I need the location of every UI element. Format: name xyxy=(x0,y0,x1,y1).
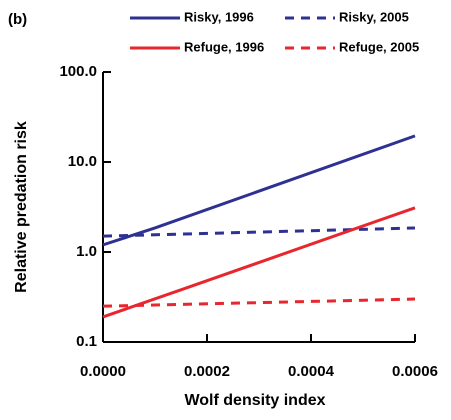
legend-label: Risky, 2005 xyxy=(339,9,409,24)
series-line xyxy=(102,297,416,308)
y-tick-label: 1.0 xyxy=(76,243,97,260)
series-line xyxy=(102,134,416,247)
x-axis-label: Wolf density index xyxy=(184,392,325,409)
legend-label: Refuge, 2005 xyxy=(339,39,419,54)
x-tick-label: 0.0002 xyxy=(184,363,230,380)
panel-label: (b) xyxy=(8,11,27,28)
y-tick-label: 10.0 xyxy=(68,153,97,170)
legend-label: Risky, 1996 xyxy=(184,9,254,24)
legend-label: Refuge, 1996 xyxy=(184,39,264,54)
x-tick-label: 0.0004 xyxy=(288,363,335,380)
y-tick-label: 0.1 xyxy=(76,333,97,350)
x-tick-label: 0.0006 xyxy=(392,363,438,380)
y-tick-label: 100.0 xyxy=(59,63,97,80)
series-line xyxy=(102,226,416,238)
x-tick-label: 0.0000 xyxy=(80,363,126,380)
y-axis-label: Relative predation risk xyxy=(13,121,30,293)
series-line xyxy=(102,206,416,319)
